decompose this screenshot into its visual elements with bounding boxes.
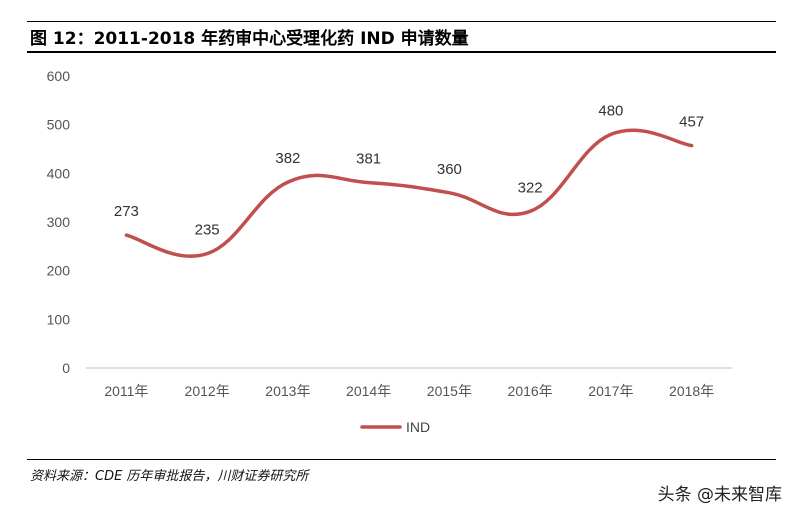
y-tick-label: 400 <box>47 165 71 181</box>
data-label: 235 <box>195 222 220 239</box>
x-tick-label: 2014年 <box>346 383 391 399</box>
y-tick-label: 500 <box>47 117 71 133</box>
top-rule <box>27 21 776 22</box>
y-tick-label: 600 <box>47 68 71 84</box>
watermark: 头条 @未来智库 <box>657 485 782 505</box>
data-label: 322 <box>518 179 543 196</box>
legend-label: IND <box>406 419 430 435</box>
data-label: 360 <box>437 161 462 178</box>
x-tick-label: 2015年 <box>427 383 472 399</box>
x-tick-label: 2016年 <box>508 383 553 399</box>
x-tick-label: 2017年 <box>588 383 633 399</box>
data-label: 382 <box>275 150 300 167</box>
data-label: 480 <box>598 102 623 119</box>
x-tick-label: 2018年 <box>669 383 714 399</box>
title-rule <box>27 51 776 53</box>
data-label: 381 <box>356 151 381 168</box>
y-tick-label: 100 <box>47 311 71 327</box>
x-tick-label: 2012年 <box>185 383 230 399</box>
x-tick-label: 2011年 <box>104 383 148 399</box>
data-label: 273 <box>114 203 139 220</box>
series-line-ind <box>124 128 694 258</box>
source-note: 资料来源：CDE 历年审批报告，川财证券研究所 <box>30 469 309 484</box>
bottom-rule <box>27 459 776 460</box>
y-tick-label: 300 <box>47 214 71 230</box>
chart-title: 图 12：2011-2018 年药审中心受理化药 IND 申请数量 <box>30 29 469 49</box>
y-tick-label: 200 <box>47 263 71 279</box>
data-label: 457 <box>679 114 704 131</box>
y-tick-label: 0 <box>62 360 70 376</box>
x-tick-label: 2013年 <box>265 383 310 399</box>
